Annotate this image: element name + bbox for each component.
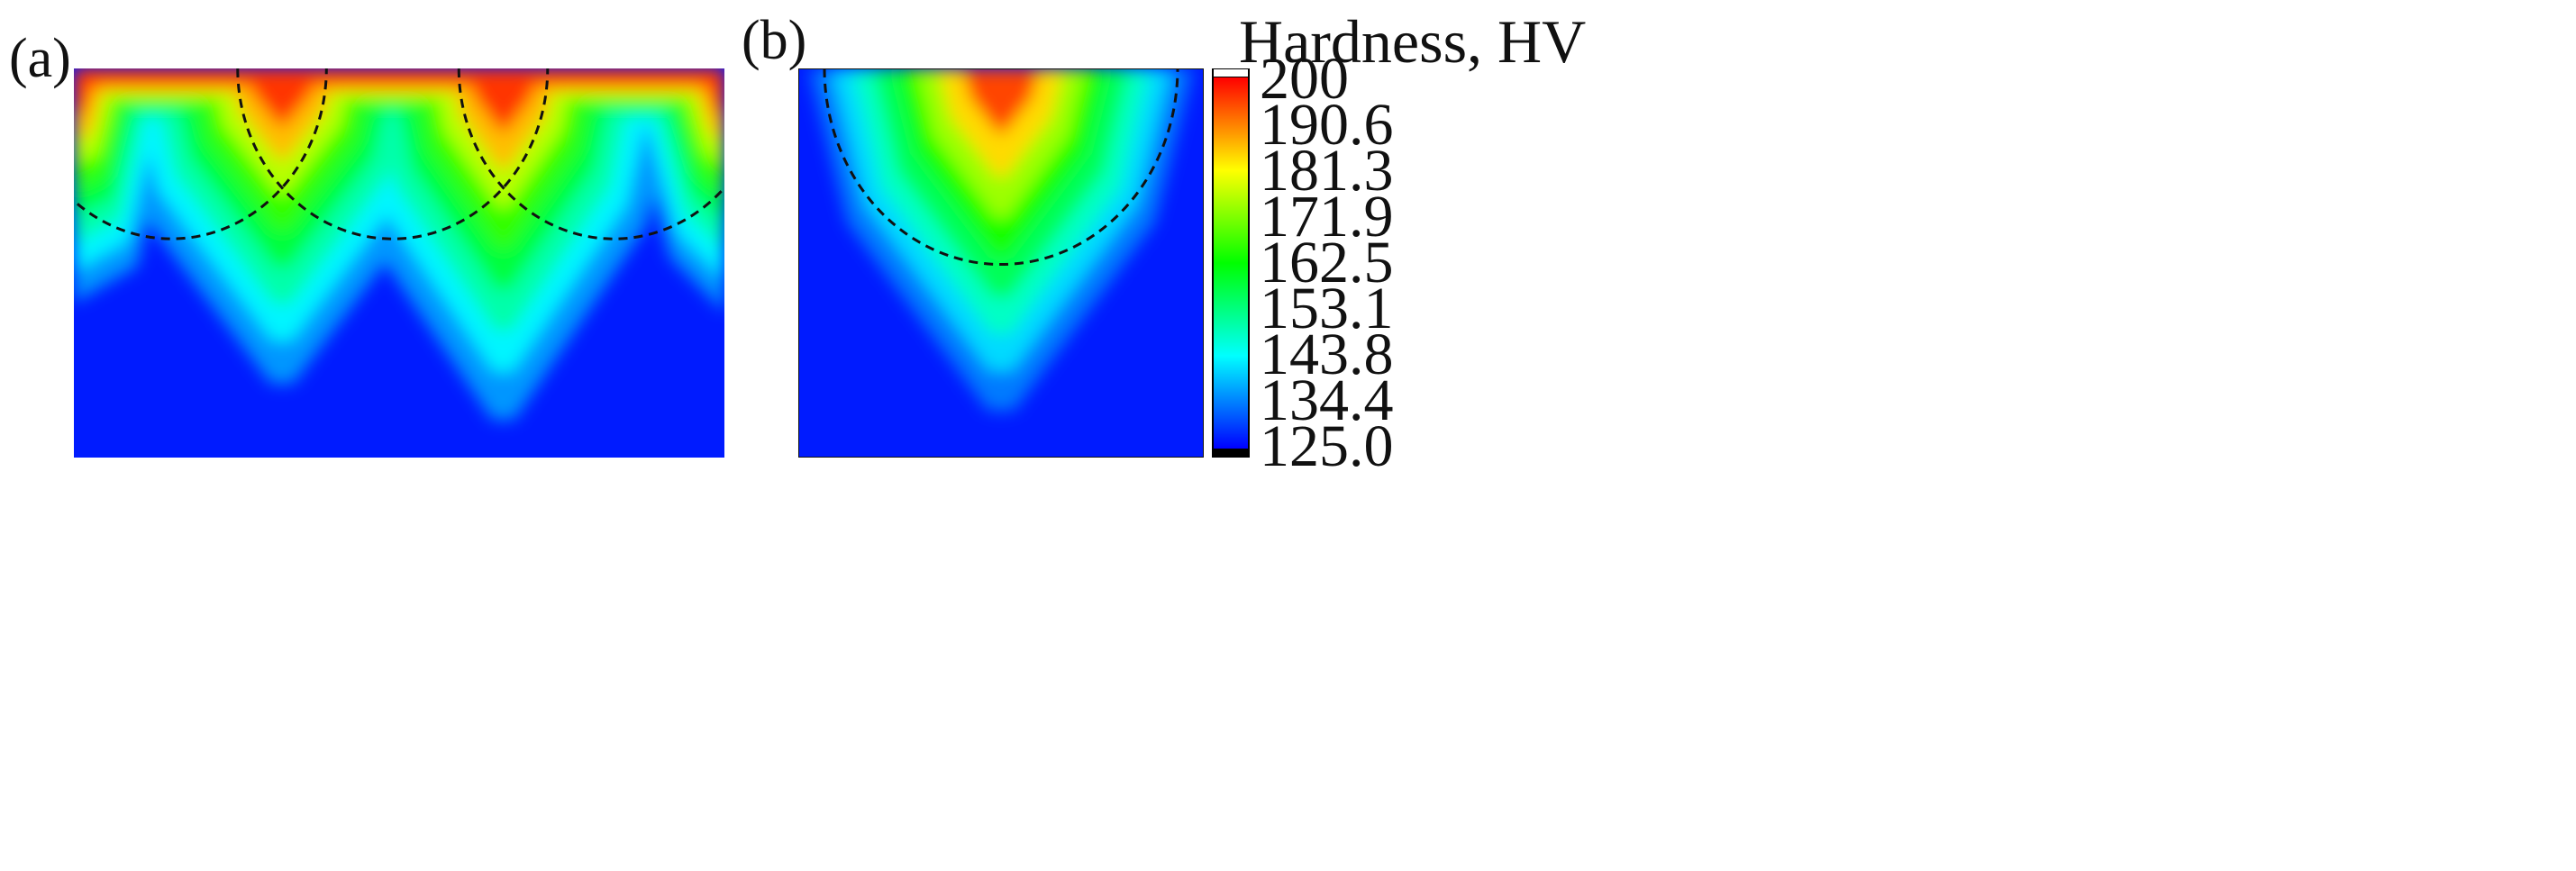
panel-b-label: (b) [742, 10, 807, 71]
fusion-boundary-arc [236, 68, 550, 240]
colorbar-tick-label: 200 [1260, 46, 1349, 112]
hardness-contour [74, 68, 724, 86]
colorbar-tick-label: 181.3 [1260, 138, 1394, 204]
panel-a-label: (a) [9, 28, 71, 89]
colorbar-frame [1212, 68, 1250, 458]
colorbar-tick-label: 153.1 [1260, 276, 1394, 341]
colorbar-gradient [1213, 77, 1249, 449]
fusion-boundary-arc [74, 68, 328, 240]
colorbar-tick-label: 134.4 [1260, 367, 1394, 433]
fusion-boundary-arc [457, 68, 724, 240]
colorbar [1212, 68, 1250, 458]
hardness-map-a [74, 68, 724, 458]
hardness-contour [74, 68, 99, 115]
colorbar-over-swatch [1212, 68, 1250, 78]
fusion-boundary-arc [823, 68, 1179, 267]
colorbar-tick-label: 162.5 [1260, 230, 1394, 295]
colorbar-under-swatch [1213, 449, 1249, 458]
hardness-map-b [798, 68, 1204, 458]
hardness-contour [699, 68, 724, 115]
colorbar-tick-label: 190.6 [1260, 92, 1394, 158]
colorbar-title: Hardness, HV [1239, 7, 1587, 76]
colorbar-tick-label: 171.9 [1260, 184, 1394, 250]
colorbar-tick-label: 143.8 [1260, 322, 1394, 387]
colorbar-tick-label: 125.0 [1260, 413, 1394, 479]
hardness-contour [962, 68, 1040, 134]
